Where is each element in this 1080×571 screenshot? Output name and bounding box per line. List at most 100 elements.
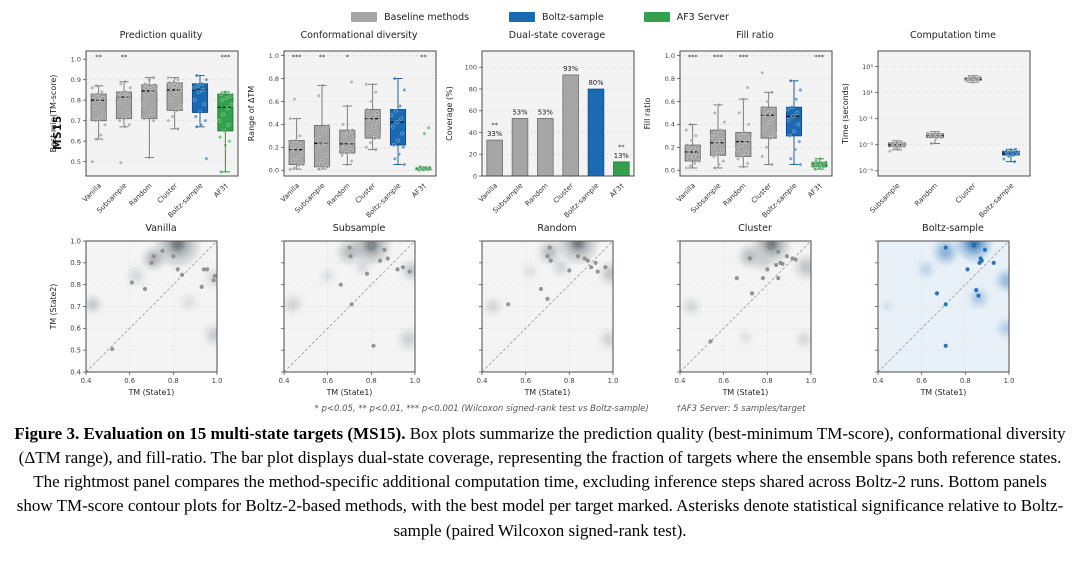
svg-text:Time (seconds): Time (seconds) [841, 83, 850, 145]
svg-text:***: *** [292, 53, 303, 61]
panel-fill-ratio: Fill ratio 0.0 0.2 0.4 0.6 0.8 1.0 Fill ratio *… [640, 30, 838, 221]
svg-text:1.0: 1.0 [410, 377, 421, 385]
panel-computation-time: Computation time 10³ 10¹ 10⁻¹ 10⁻³ 10⁻⁵ Time … [838, 30, 1036, 221]
svg-text:1.0: 1.0 [608, 377, 619, 385]
chart-title: Conformational diversity [300, 30, 418, 41]
svg-text:**: ** [121, 53, 128, 61]
svg-text:TM (State1): TM (State1) [920, 388, 967, 397]
svg-text:**: ** [491, 121, 498, 129]
svg-text:AF3†: AF3† [806, 181, 824, 199]
svg-text:Random: Random [524, 182, 550, 208]
svg-text:0.4: 0.4 [269, 121, 279, 129]
svg-text:**: ** [420, 53, 427, 61]
svg-text:80%: 80% [588, 79, 604, 87]
svg-text:Random: Random [128, 182, 154, 208]
svg-text:0.6: 0.6 [322, 377, 333, 385]
panel-random-contour: Random 0.4 0.6 0.8 1.0 TM (State1) [442, 223, 640, 404]
svg-text:0.6: 0.6 [520, 377, 531, 385]
random-contour-plot: 0.4 0.6 0.8 1.0 TM (State1) [442, 236, 640, 404]
chart-title: Dual-state coverage [508, 30, 606, 41]
svg-text:Cluster: Cluster [354, 182, 377, 205]
dual-state-coverage-plot: 0 20 40 60 80 100 Coverage (%) 33% ** Vanilla 53% S… [442, 43, 640, 221]
svg-text:0.4: 0.4 [279, 377, 290, 385]
svg-text:Cluster: Cluster [954, 182, 977, 205]
svg-text:0.0: 0.0 [665, 167, 675, 175]
svg-text:0.4: 0.4 [873, 377, 884, 385]
svg-text:0.7: 0.7 [71, 117, 81, 125]
svg-text:Vanilla: Vanilla [477, 182, 499, 204]
svg-text:1.0: 1.0 [70, 237, 81, 245]
svg-text:1.0: 1.0 [1004, 377, 1015, 385]
legend-label: Boltz-sample [542, 11, 604, 23]
svg-text:10⁻³: 10⁻³ [859, 141, 874, 149]
legend-item-baseline: Baseline methods [351, 12, 469, 23]
top-chart-row: Prediction quality 0.5 0.6 0.7 0.8 0.9 1.0 Bes… [0, 30, 1080, 221]
chart-title: Cluster [738, 223, 772, 234]
svg-text:100: 100 [465, 64, 477, 72]
svg-text:1.0: 1.0 [806, 377, 817, 385]
svg-text:Random: Random [913, 182, 939, 208]
legend-item-af3: AF3 Server [643, 11, 729, 23]
svg-text:***: *** [713, 53, 724, 61]
svg-text:**: ** [319, 53, 326, 61]
svg-text:1.0: 1.0 [269, 52, 279, 60]
svg-text:0.5: 0.5 [71, 158, 81, 166]
svg-text:0.0: 0.0 [269, 167, 279, 175]
caption-figure-label: Figure 3. Evaluation on 15 multi-state t… [14, 424, 406, 443]
svg-text:0.8: 0.8 [762, 377, 773, 385]
chart-title: Subsample [332, 223, 386, 234]
panel-boltz-contour: Boltz-sample 0.4 0.6 0.8 1.0 TM (State1) [838, 223, 1036, 404]
svg-text:1.0: 1.0 [212, 377, 223, 385]
legend-label: AF3 Server [676, 11, 729, 23]
svg-text:60: 60 [469, 107, 477, 115]
caption-text: Box plots summarize the prediction quali… [16, 424, 1066, 540]
svg-text:Vanilla: Vanilla [675, 182, 697, 204]
svg-text:10⁻⁵: 10⁻⁵ [859, 167, 874, 175]
svg-text:0.6: 0.6 [269, 98, 279, 106]
svg-text:0.8: 0.8 [960, 377, 971, 385]
svg-text:0.9: 0.9 [70, 259, 81, 267]
svg-text:93%: 93% [563, 65, 579, 73]
svg-text:Fill ratio: Fill ratio [643, 98, 652, 130]
svg-text:0.4: 0.4 [675, 377, 686, 385]
svg-text:***: *** [220, 53, 231, 61]
chart-title: Computation time [910, 30, 996, 41]
svg-text:0.4: 0.4 [477, 377, 488, 385]
footnote-significance: * p<0.05, ** p<0.01, *** p<0.001 (Wilcox… [314, 404, 649, 414]
svg-text:Cluster: Cluster [156, 182, 179, 205]
chart-title: Boltz-sample [922, 223, 984, 234]
panel-cluster-contour: Cluster 0.4 0.6 0.8 1.0 TM (State1) [640, 223, 838, 404]
svg-text:13%: 13% [614, 152, 630, 160]
svg-text:33%: 33% [487, 130, 503, 138]
svg-text:TM (State1): TM (State1) [326, 388, 373, 397]
figure-caption: Figure 3. Evaluation on 15 multi-state t… [14, 422, 1066, 543]
svg-text:Random: Random [722, 182, 748, 208]
svg-text:AF3†: AF3† [410, 181, 428, 199]
svg-text:AF3†: AF3† [608, 181, 626, 199]
fill-ratio-plot: 0.0 0.2 0.4 0.6 0.8 1.0 Fill ratio *** Vanilla **… [640, 43, 838, 221]
svg-text:TM (State2): TM (State2) [49, 284, 58, 331]
svg-text:0.2: 0.2 [665, 144, 675, 152]
vanilla-contour-plot: 0.4 0.6 0.8 1.0 0.4 0.5 0.6 0.7 0.8 0.9 1.0 TM (Sta… [46, 236, 244, 404]
prediction-quality-plot: 0.5 0.6 0.7 0.8 0.9 1.0 Best min(TM-score) ** Va… [46, 43, 244, 221]
svg-text:10⁻¹: 10⁻¹ [859, 115, 874, 123]
significance-footnote: * p<0.05, ** p<0.01, *** p<0.001 (Wilcox… [0, 404, 1080, 414]
svg-text:TM (State1): TM (State1) [722, 388, 769, 397]
svg-text:1.0: 1.0 [71, 55, 81, 63]
svg-text:80: 80 [469, 85, 477, 93]
svg-text:53%: 53% [538, 108, 554, 116]
chart-title: Random [537, 223, 577, 234]
cluster-contour-plot: 0.4 0.6 0.8 1.0 TM (State1) [640, 236, 838, 404]
svg-text:0.6: 0.6 [718, 377, 729, 385]
conformational-diversity-plot: 0.0 0.2 0.4 0.6 0.8 1.0 Range of ΔTM *** Vanilla… [244, 43, 442, 221]
svg-text:***: *** [688, 53, 699, 61]
svg-text:Best min(TM-score): Best min(TM-score) [49, 75, 58, 153]
row-label-ms15: MS15 [52, 115, 64, 150]
legend-item-boltz: Boltz-sample [509, 12, 604, 23]
svg-text:**: ** [95, 53, 102, 61]
svg-text:0.4: 0.4 [70, 368, 81, 376]
bottom-chart-row: Vanilla 0.4 0.6 0.8 1.0 0.4 0.5 0.6 0.7 0.8 0.9 1.… [0, 223, 1080, 404]
panel-conformational-diversity: Conformational diversity 0.0 0.2 0.4 0.6 0.8… [244, 30, 442, 221]
boltz-contour-plot: 0.4 0.6 0.8 1.0 TM (State1) [838, 236, 1036, 404]
svg-text:0.9: 0.9 [71, 76, 81, 84]
